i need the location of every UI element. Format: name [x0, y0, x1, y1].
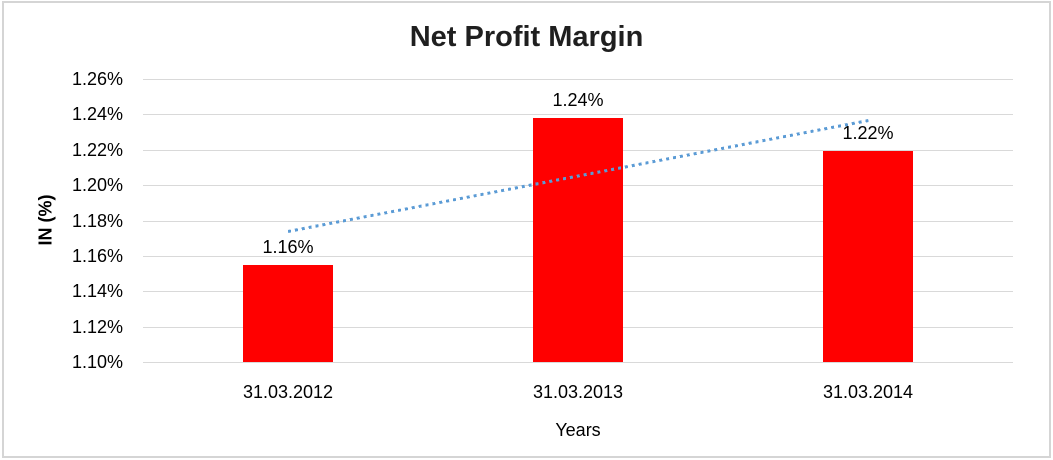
bar-31.03.2013 [533, 118, 623, 362]
y-tick-label: 1.12% [71, 316, 123, 337]
x-tick-label: 31.03.2012 [242, 382, 334, 402]
y-tick-label: 1.14% [71, 281, 123, 302]
x-tick-label: 31.03.2014 [822, 382, 914, 402]
gridline [143, 114, 1013, 116]
y-tick-label: 1.16% [71, 245, 123, 266]
y-tick-label: 1.24% [71, 104, 123, 125]
y-tick-label: 1.26% [71, 69, 123, 89]
x-axis-title: Years [555, 420, 601, 440]
y-tick-label: 1.10% [71, 352, 123, 372]
bar-data-label: 1.24% [552, 90, 604, 111]
y-tick-label: 1.20% [71, 175, 123, 196]
bar-data-label: 1.16% [262, 237, 314, 258]
gridline [143, 362, 1013, 363]
gridline [143, 79, 1013, 80]
y-tick-label: 1.18% [71, 210, 123, 231]
y-tick-label: 1.22% [71, 139, 123, 160]
bar-31.03.2012 [243, 265, 333, 362]
bar-31.03.2014 [823, 151, 913, 362]
bar-data-label: 1.22% [842, 123, 894, 144]
chart-title: Net Profit Margin [409, 21, 644, 53]
x-tick-label: 31.03.2013 [532, 382, 624, 402]
